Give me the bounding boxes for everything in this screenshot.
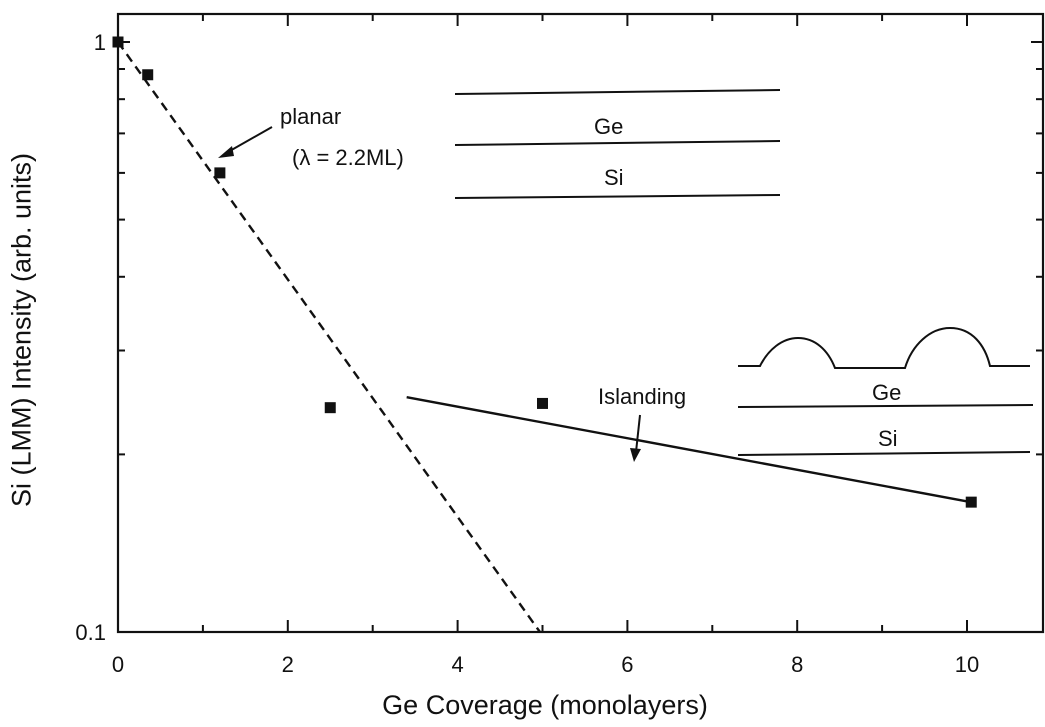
data-point	[142, 69, 154, 81]
data-point	[324, 402, 336, 414]
inset-bottom-si-label: Si	[878, 426, 898, 451]
inset-top-surface-line	[454, 89, 781, 95]
x-tick-label: 0	[112, 652, 124, 677]
islanding-arrow-line	[635, 414, 641, 453]
fit-lines	[117, 41, 972, 633]
inset-island-profile	[738, 326, 1030, 369]
planar-label: planar	[280, 104, 342, 129]
data-point	[214, 167, 226, 179]
data-point	[537, 397, 548, 409]
y-axis-title: Si (LMM) Intensity (arb. units)	[6, 152, 37, 508]
lambda-label: (λ = 2.2ML)	[292, 145, 404, 170]
inset-bottom-interface-line	[737, 404, 1034, 408]
inset-bottom-ge-label: Ge	[872, 380, 902, 405]
y-tick-label: 0.1	[75, 620, 106, 645]
insets	[218, 89, 1034, 462]
data-point	[112, 36, 124, 48]
planar-arrow-head	[218, 146, 234, 158]
inset-bottom-bottom-line	[737, 451, 1031, 456]
data-points	[112, 36, 977, 508]
data-point	[965, 496, 977, 508]
islanding-fit-line	[406, 396, 972, 504]
x-tick-label: 10	[955, 652, 979, 677]
x-tick-label: 2	[282, 652, 294, 677]
y-tick-label: 1	[94, 30, 106, 55]
planar-arrow-line	[227, 126, 273, 153]
islanding-arrow-head	[630, 448, 641, 462]
axes: 0 2 4 6 8 10 1 0.1	[75, 12, 1045, 677]
planar-fit-line	[117, 41, 541, 633]
islanding-label: Islanding	[598, 384, 687, 409]
inset-top-ge-label: Ge	[594, 114, 624, 139]
inset-top-bottom-line	[454, 194, 781, 199]
plot-frame	[116, 12, 1045, 634]
x-axis-title: Ge Coverage (monolayers)	[382, 690, 708, 720]
x-tick-label: 8	[791, 652, 803, 677]
inset-top-si-label: Si	[604, 165, 624, 190]
x-tick-label: 4	[451, 652, 463, 677]
x-tick-label: 6	[621, 652, 633, 677]
inset-top-interface-line	[454, 140, 781, 146]
